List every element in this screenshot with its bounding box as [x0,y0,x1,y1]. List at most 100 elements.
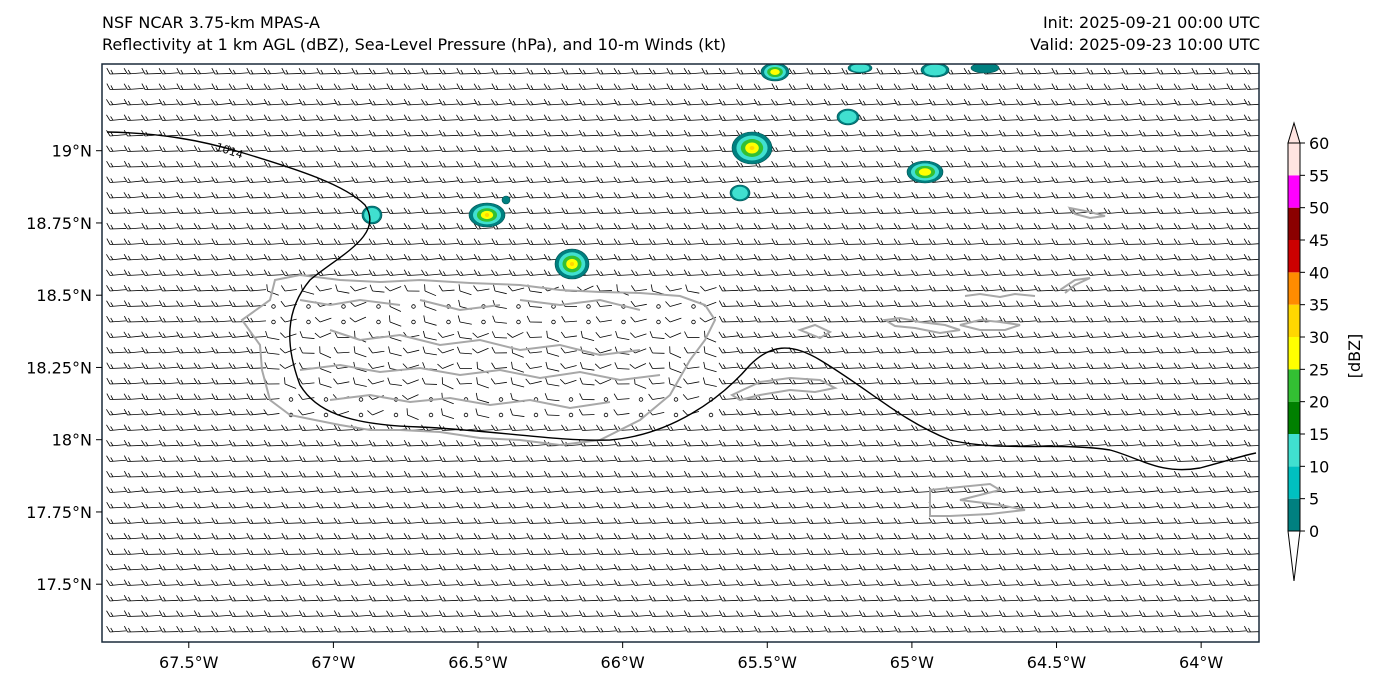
wind-barb [263,253,284,261]
wind-barb [403,192,424,199]
wind-barb [543,238,564,245]
wind-barb [841,99,861,106]
lat-tick-label: 18.75°N [26,214,92,233]
wind-barb [456,83,477,90]
wind-barb [298,192,319,199]
wind-barb [718,68,739,75]
wind-barb [631,130,651,137]
wind-barb [998,145,1019,152]
wind-barb [473,253,494,261]
wind-barb [193,160,214,168]
wind-barb [281,145,301,152]
wind-barb [998,129,1019,137]
wind-barb [298,98,319,106]
wind-barb [123,160,144,168]
wind-barb [596,161,616,168]
wind-barb [368,145,389,152]
wind-barb [911,222,932,230]
wind-barb [788,238,809,245]
wind-barb [316,114,336,121]
wind-barb [1191,207,1212,214]
wind-barb [1051,145,1071,152]
wind-barb [141,161,161,168]
wind-barb [1033,98,1054,106]
colorbar-segment [1288,304,1300,337]
wind-barb [1156,67,1177,75]
wind-barb [841,130,861,137]
wind-barb [998,192,1019,199]
wind-barb [998,98,1019,106]
wind-barb [263,83,284,90]
title-right: Init: 2025-09-21 00:00 UTC Valid: 2025-0… [1030,12,1260,56]
wind-barb [893,207,914,214]
wind-barb [1173,253,1194,261]
wind-barb [718,83,739,90]
wind-barb [351,130,371,137]
wind-barb [876,130,896,137]
lat-tick-label: 17.5°N [36,575,92,594]
wind-barb [386,67,407,75]
wind-barb [403,207,424,214]
wind-barb [578,114,599,121]
wind-barb [508,192,529,199]
colorbar-segment [1288,175,1300,208]
wind-barb [1121,145,1141,152]
wind-barb [403,129,424,137]
wind-barb [823,253,844,261]
wind-barb [1051,114,1071,121]
wind-barb [281,130,301,137]
wind-barb [141,269,161,276]
wind-barb [1051,83,1072,90]
wind-barb [1033,176,1054,183]
wind-barb [421,254,441,261]
wind-barb [648,114,669,121]
wind-barb [963,176,984,183]
wind-barb [946,161,966,168]
wind-barb [806,254,826,261]
wind-barb [176,269,196,276]
wind-barb [561,145,581,152]
wind-barb [701,67,722,75]
wind-barb [788,207,809,214]
wind-barb [543,176,564,183]
wind-barb [298,83,319,90]
wind-barb [508,68,529,75]
wind-barb [1068,238,1089,245]
wind-barb [841,161,861,168]
wind-barb [228,223,249,230]
wind-barb [683,223,704,230]
wind-barb [123,192,144,199]
wind-barb [543,129,564,137]
wind-barb [491,83,512,90]
wind-barb [508,269,529,276]
wind-barb [526,161,546,168]
wind-barb [753,238,774,245]
wind-barb [351,254,371,261]
wind-barb [1033,68,1054,75]
wind-barb [596,191,616,199]
wind-barb [788,223,809,230]
wind-barb [1121,130,1141,137]
wind-barb [1121,161,1141,168]
wind-barb [701,222,722,230]
wind-barb [1226,114,1246,121]
wind-barb [1226,176,1246,183]
wind-barb [1243,83,1259,90]
wind-barb [141,83,162,90]
lon-tick-label: 65.5°W [738,653,798,672]
wind-barb [351,269,371,276]
wind-barb [491,254,511,261]
wind-barb [386,176,406,183]
wind-barb [981,83,1002,90]
wind-barb [1226,83,1247,90]
colorbar-extend-max [1287,121,1301,144]
wind-barb [281,191,301,199]
wind-barb [823,98,844,106]
wind-barb [946,222,967,230]
wind-barb [1156,207,1177,214]
wind-barb [1208,98,1229,106]
wind-barb [403,238,424,245]
wind-barb [1016,130,1036,137]
wind-barb [403,145,424,152]
